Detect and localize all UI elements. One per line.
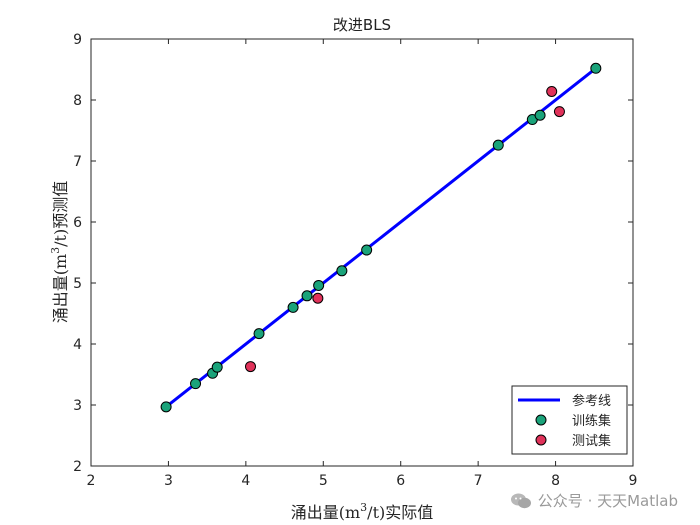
legend-label-train: 训练集 [572, 413, 611, 429]
train-point [301, 290, 313, 302]
data-points [160, 62, 602, 413]
legend-label-reference: 参考线 [572, 393, 611, 409]
y-tick-label: 9 [73, 32, 82, 48]
train-point [336, 265, 348, 277]
train-point [211, 361, 223, 373]
x-tick-label: 9 [629, 473, 638, 489]
x-tick-label: 4 [241, 473, 250, 489]
train-point [287, 301, 299, 313]
x-tick-label: 5 [319, 473, 328, 489]
watermark-text: 公众号 · 天天Matlab [537, 492, 678, 510]
train-point [253, 328, 265, 340]
train-point [190, 378, 202, 390]
x-tick-label: 3 [164, 473, 173, 489]
legend: 参考线 训练集 测试集 [511, 385, 628, 455]
y-axis-ticks: 2 3 4 5 6 7 8 9 [73, 32, 633, 475]
legend-box [511, 385, 628, 455]
test-point [546, 85, 558, 97]
train-point [492, 139, 504, 151]
y-tick-label: 2 [73, 459, 82, 475]
legend-label-test: 测试集 [572, 433, 611, 449]
y-tick-label: 8 [73, 93, 82, 109]
x-tick-label: 7 [474, 473, 483, 489]
legend-swatch-train [535, 414, 547, 426]
y-tick-label: 7 [73, 154, 82, 170]
y-tick-label: 5 [73, 276, 82, 292]
y-tick-label: 3 [73, 398, 82, 414]
test-point [245, 361, 257, 373]
reference-line [165, 67, 597, 409]
y-axis-label: 涌出量(m3/t)预测值 [49, 181, 70, 324]
test-point [312, 292, 324, 304]
y-tick-label: 6 [73, 215, 82, 231]
train-point [534, 109, 546, 121]
x-tick-label: 2 [87, 473, 96, 489]
train-point [160, 401, 172, 413]
train-point [590, 62, 602, 74]
train-point [313, 279, 325, 291]
watermark: 公众号 · 天天Matlab [510, 490, 678, 511]
x-tick-label: 8 [551, 473, 560, 489]
chart-title: 改进BLS [333, 16, 391, 34]
test-point [553, 106, 565, 118]
y-tick-label: 4 [73, 337, 82, 353]
x-axis-label: 涌出量(m3/t)实际值 [291, 501, 434, 522]
x-axis-ticks: 2 3 4 5 6 7 8 9 [87, 39, 638, 489]
legend-swatch-test [535, 434, 547, 446]
train-point [361, 244, 373, 256]
wechat-icon [510, 493, 531, 508]
x-tick-label: 6 [396, 473, 405, 489]
